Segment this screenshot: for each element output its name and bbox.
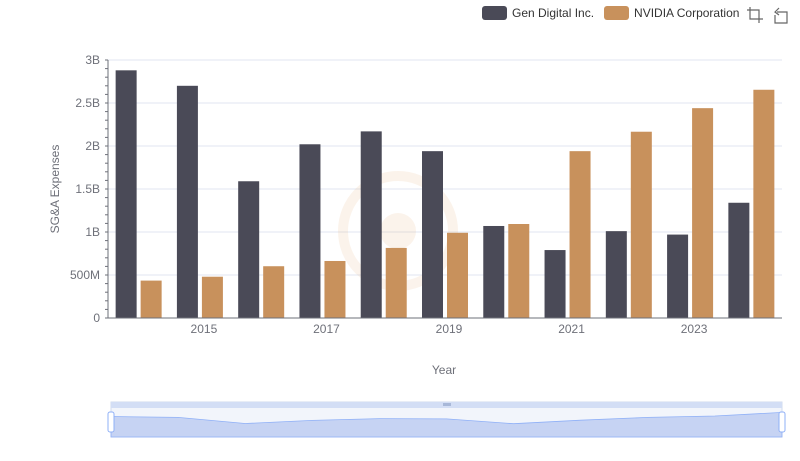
bar-nvidia-2021[interactable] xyxy=(569,151,591,318)
y-tick-label: 2B xyxy=(85,139,100,153)
bar-gen-digital-2018[interactable] xyxy=(360,131,382,318)
bar-nvidia-2015[interactable] xyxy=(201,276,223,318)
axes: 0 500M 1B 1.5B 2B 2.5B 3B 2015 2017 2019 2021 2023 xyxy=(70,53,782,336)
bar-gen-digital-2024[interactable] xyxy=(728,202,750,318)
legend-swatch-gen-digital xyxy=(482,6,507,20)
bar-nvidia-2020[interactable] xyxy=(508,224,530,318)
data-zoom-preview xyxy=(110,411,783,438)
zoom-icon[interactable] xyxy=(746,6,764,24)
bar-nvidia-2019[interactable] xyxy=(447,232,468,318)
toolbox xyxy=(746,6,798,24)
bar-nvidia-2022[interactable] xyxy=(630,131,652,318)
y-tick-label: 500M xyxy=(70,268,100,282)
bar-gen-digital-2022[interactable] xyxy=(605,231,627,318)
bar-nvidia-2023[interactable] xyxy=(692,108,714,318)
legend-item-gen-digital[interactable]: Gen Digital Inc. xyxy=(482,6,594,20)
bar-gen-digital-2016[interactable] xyxy=(238,181,260,318)
legend-swatch-nvidia xyxy=(604,6,630,20)
bar-gen-digital-2017[interactable] xyxy=(299,144,321,318)
legend-label-gen-digital: Gen Digital Inc. xyxy=(512,6,595,20)
bar-gen-digital-2021[interactable] xyxy=(544,250,566,318)
bar-nvidia-2018[interactable] xyxy=(385,247,407,318)
bars xyxy=(115,70,775,318)
x-tick-label: 2021 xyxy=(558,322,585,336)
data-zoom-slider[interactable] xyxy=(107,401,786,438)
y-axis-title: SG&A Expenses xyxy=(48,145,62,234)
bar-nvidia-2014[interactable] xyxy=(140,280,162,318)
legend-label-nvidia: NVIDIA Corporation xyxy=(634,6,740,20)
bar-gen-digital-2020[interactable] xyxy=(483,225,505,318)
data-zoom-left-handle[interactable] xyxy=(107,411,115,433)
legend-item-nvidia[interactable]: NVIDIA Corporation xyxy=(604,6,739,20)
data-zoom-right-handle[interactable] xyxy=(778,411,786,433)
bar-gen-digital-2014[interactable] xyxy=(115,70,137,318)
y-tick-label: 1.5B xyxy=(75,182,100,196)
x-tick-label: 2017 xyxy=(313,322,340,336)
bar-nvidia-2017[interactable] xyxy=(324,260,346,318)
bar-nvidia-2024[interactable] xyxy=(753,89,775,318)
x-tick-label: 2023 xyxy=(681,322,708,336)
x-tick-label: 2019 xyxy=(436,322,463,336)
x-tick-label: 2015 xyxy=(191,322,218,336)
y-tick-label: 0 xyxy=(93,311,100,325)
bar-nvidia-2016[interactable] xyxy=(263,266,285,318)
x-axis-title: Year xyxy=(432,363,456,377)
y-tick-label: 1B xyxy=(85,225,100,239)
zoom-reset-icon[interactable] xyxy=(772,6,790,24)
legend: Gen Digital Inc. NVIDIA Corporation xyxy=(482,4,749,22)
bar-gen-digital-2019[interactable] xyxy=(422,151,443,318)
data-zoom-grip-icon xyxy=(443,403,451,406)
bar-gen-digital-2015[interactable] xyxy=(176,85,198,318)
bar-gen-digital-2023[interactable] xyxy=(667,234,689,318)
y-tick-label: 3B xyxy=(85,53,100,67)
y-tick-label: 2.5B xyxy=(75,96,100,110)
